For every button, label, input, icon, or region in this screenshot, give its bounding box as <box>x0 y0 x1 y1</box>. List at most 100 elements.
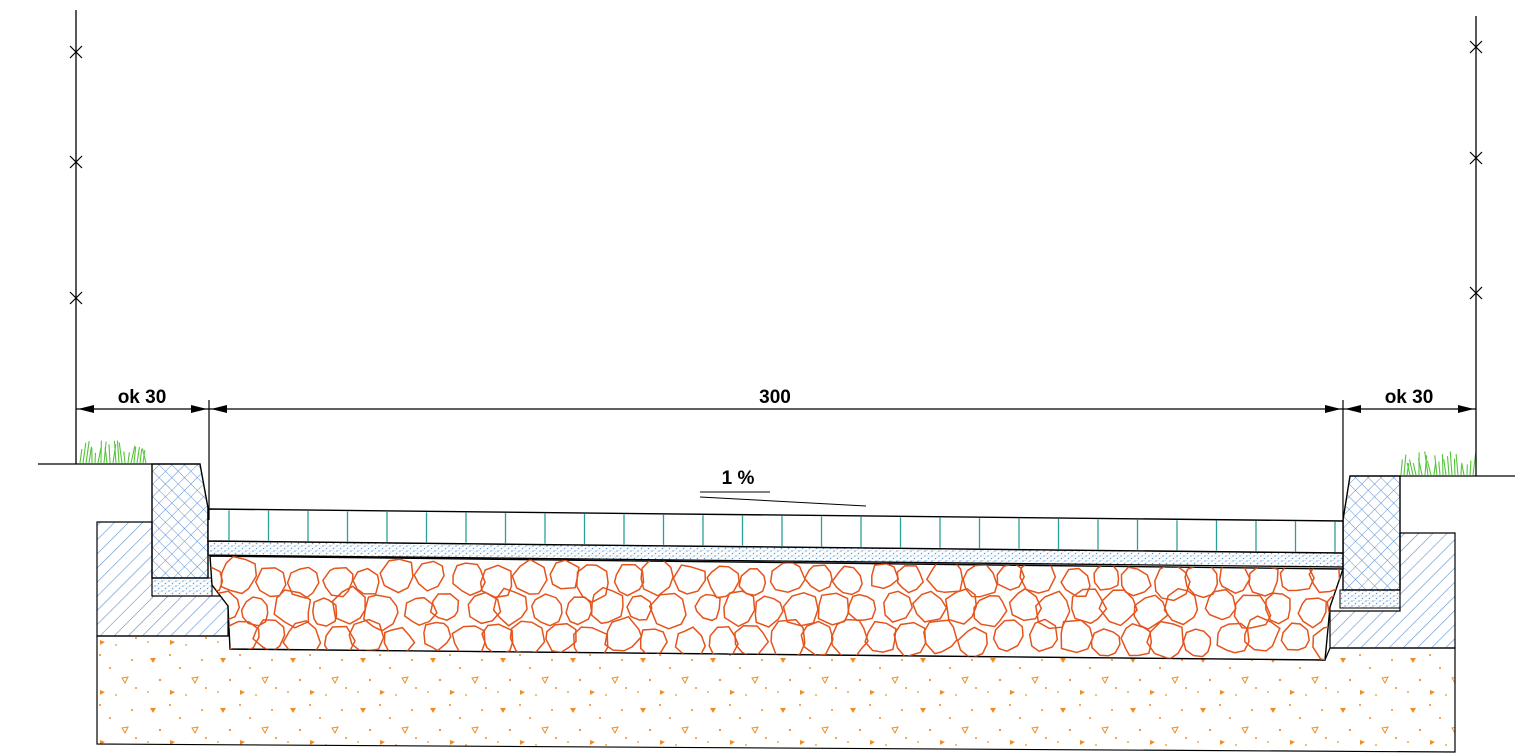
grass-blade <box>108 444 111 464</box>
stone <box>1326 592 1343 620</box>
grass-blade <box>1472 453 1477 476</box>
stone <box>312 597 338 627</box>
stone <box>831 565 863 596</box>
grass-blade <box>1417 458 1423 476</box>
stone <box>220 556 258 595</box>
stone <box>1133 594 1169 630</box>
stone <box>769 561 806 593</box>
grass-blade <box>1453 458 1456 476</box>
stone <box>590 586 624 625</box>
grass-blade <box>123 451 126 464</box>
stone <box>694 593 721 622</box>
stone <box>754 595 784 628</box>
stone <box>379 558 414 594</box>
stone <box>803 564 833 593</box>
grass-blade <box>112 444 117 464</box>
stone <box>1098 589 1138 627</box>
stone-base-layer <box>209 555 1344 661</box>
stone <box>1120 566 1152 597</box>
grass-blade <box>116 440 120 464</box>
grass-blade <box>1438 461 1441 476</box>
stone <box>531 593 563 627</box>
grass-blade <box>1449 451 1453 476</box>
grass-blade <box>113 440 117 464</box>
fence-wire-mark <box>69 291 83 305</box>
stone <box>1120 622 1153 657</box>
paving-layer <box>207 508 1344 554</box>
stone <box>830 618 869 659</box>
stone <box>871 562 900 590</box>
stone <box>549 559 580 590</box>
grass-blade <box>103 441 107 464</box>
stone <box>1093 563 1120 591</box>
grass-blade <box>1461 462 1465 476</box>
stone <box>511 558 548 595</box>
stone <box>273 589 312 629</box>
grass-blade <box>1446 456 1450 476</box>
stone <box>1090 628 1121 657</box>
stone <box>565 596 593 626</box>
stone <box>413 560 445 592</box>
grass-blade <box>1443 459 1447 476</box>
stone <box>429 593 460 622</box>
stone <box>883 590 914 623</box>
stone <box>864 620 897 653</box>
stone <box>576 564 609 604</box>
grass-blade <box>1455 453 1459 476</box>
grass-left <box>79 440 147 464</box>
stone <box>626 594 653 621</box>
stone <box>1146 620 1184 660</box>
stone <box>1182 628 1212 658</box>
dim-label-road-width: 300 <box>759 387 791 408</box>
curb-bedding-left <box>151 577 213 597</box>
grass-blade <box>1412 462 1417 476</box>
stone <box>1280 622 1310 651</box>
stone <box>479 564 513 599</box>
stone <box>331 585 366 625</box>
grass-blade <box>1426 460 1432 476</box>
stone <box>911 590 948 623</box>
stone <box>352 567 380 595</box>
fence-wire-mark <box>69 155 83 169</box>
stone <box>423 621 452 652</box>
grass-blade <box>1460 464 1463 476</box>
stone <box>1184 563 1219 599</box>
stone <box>252 619 286 653</box>
grass-blade <box>1403 454 1407 476</box>
stone <box>492 587 528 627</box>
stone <box>348 618 385 653</box>
grass-blade <box>1400 459 1403 476</box>
stone <box>782 592 819 627</box>
stone <box>893 621 927 658</box>
stone <box>956 626 988 660</box>
stone <box>962 564 998 598</box>
stone <box>738 568 767 596</box>
stone <box>973 595 1008 628</box>
dim-label-left: ok 30 <box>118 387 167 408</box>
concrete-footing-right <box>1329 532 1456 649</box>
grass-blade <box>141 448 147 464</box>
grass-right <box>1400 451 1477 476</box>
grass-blade <box>130 445 136 464</box>
stone <box>672 564 707 595</box>
stone <box>1008 587 1043 622</box>
fence-wire-mark <box>1469 40 1483 54</box>
grass-blade <box>127 452 130 464</box>
dimension-line <box>76 400 1476 521</box>
curb-bedding-right <box>1339 589 1401 609</box>
stone <box>1154 562 1191 602</box>
stone <box>403 596 438 627</box>
curb-right <box>1342 475 1401 591</box>
grass-blade <box>104 447 108 464</box>
stone <box>944 587 978 625</box>
stone <box>613 563 645 597</box>
stone <box>1204 588 1237 621</box>
stone <box>800 620 834 657</box>
grass-blade <box>118 442 123 464</box>
stone <box>322 567 354 598</box>
grass-blade <box>1441 454 1444 476</box>
stone <box>1233 594 1272 629</box>
stone <box>648 592 687 630</box>
grass-blade <box>1434 455 1438 476</box>
